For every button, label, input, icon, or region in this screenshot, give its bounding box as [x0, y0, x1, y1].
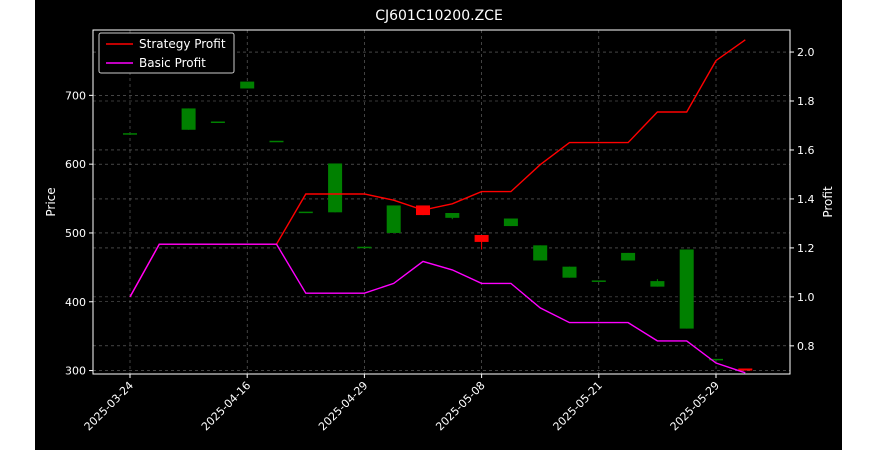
- candle-body: [357, 246, 372, 249]
- y-left-tick-label: 400: [65, 296, 86, 309]
- candle-body: [328, 163, 343, 213]
- candle-body: [445, 213, 460, 218]
- candle-body: [240, 81, 255, 89]
- y-right-tick-label: 0.8: [797, 340, 815, 353]
- y-right-tick-label: 1.6: [797, 144, 815, 157]
- x-tick-label: 2025-03-24: [82, 379, 136, 433]
- candle-body: [621, 252, 636, 261]
- legend-label-strategy: Strategy Profit: [139, 37, 226, 51]
- candles: [123, 33, 753, 371]
- chart-container: CJ601C10200.ZCE 300 400 500 600 700 0.8 1.0 1.2…: [35, 0, 842, 450]
- y-left-tick-label: 600: [65, 158, 86, 171]
- candle-body: [181, 108, 196, 130]
- candle-body: [533, 245, 548, 261]
- chart-title: CJ601C10200.ZCE: [375, 8, 503, 24]
- axes: 300 400 500 600 700 0.8 1.0 1.2 1.4 1.6 1.8 2.0 2025…: [65, 46, 815, 433]
- candle-body: [503, 218, 518, 227]
- candle-body: [474, 235, 489, 242]
- candle-body: [269, 140, 284, 143]
- y-axis-right-label: Profit: [821, 186, 835, 218]
- y-right-tick-label: 1.0: [797, 291, 815, 304]
- y-axis-left-label: Price: [44, 187, 58, 216]
- y-right-tick-label: 1.4: [797, 193, 815, 206]
- x-tick-label: 2025-05-08: [433, 379, 487, 433]
- candle-body: [650, 281, 665, 287]
- candle-body: [709, 358, 723, 361]
- candle-body: [386, 205, 401, 233]
- candle-body: [123, 133, 137, 135]
- x-tick-label: 2025-05-29: [668, 379, 722, 433]
- strategy-profit-line: [129, 39, 746, 298]
- y-right-tick-label: 1.2: [797, 242, 815, 255]
- x-tick-label: 2025-04-16: [199, 379, 253, 433]
- candle-body: [738, 368, 753, 371]
- candle-body: [679, 249, 694, 329]
- candle-body: [210, 121, 225, 124]
- x-tick-label: 2025-04-29: [316, 379, 370, 433]
- y-left-tick-label: 300: [65, 365, 86, 378]
- plot-frame: [92, 29, 791, 375]
- y-left-tick-label: 700: [65, 89, 86, 102]
- legend-label-basic: Basic Profit: [139, 56, 206, 70]
- y-right-tick-label: 1.8: [797, 95, 815, 108]
- profit-lines: [129, 39, 746, 374]
- candle-body: [298, 211, 313, 214]
- candle-body: [591, 280, 606, 282]
- x-tick-label: 2025-05-21: [551, 379, 605, 433]
- basic-profit-line: [129, 243, 746, 374]
- legend: Strategy Profit Basic Profit: [98, 32, 235, 74]
- candle-body: [562, 266, 577, 278]
- y-left-tick-label: 500: [65, 227, 86, 240]
- candlestick-chart: CJ601C10200.ZCE 300 400 500 600 700 0.8 1.0 1.2…: [44, 8, 835, 433]
- grid: [93, 30, 790, 374]
- y-right-tick-label: 2.0: [797, 46, 815, 59]
